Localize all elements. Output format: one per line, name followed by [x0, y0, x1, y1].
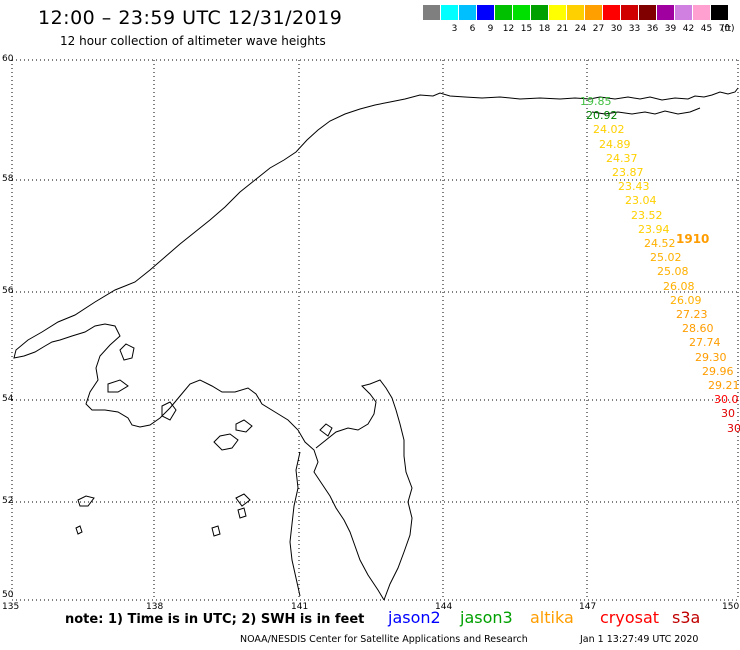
scale-swatch — [459, 5, 476, 20]
lat-label-56: 56 — [2, 286, 14, 296]
scale-swatch — [423, 5, 440, 20]
scale-tick-label: 9 — [487, 24, 494, 34]
swh-value-label: 25.02 — [650, 251, 682, 264]
scale-tick-label: 3 — [451, 24, 458, 34]
swh-value-label: 24.37 — [606, 152, 638, 165]
map-frame — [11, 59, 739, 601]
coastline — [13, 87, 739, 601]
scale-tick-label: 39 — [664, 24, 677, 34]
scale-swatch — [693, 5, 710, 20]
scale-swatch — [477, 5, 494, 20]
lon-label-147: 147 — [579, 602, 597, 612]
swh-value-label: 27.23 — [676, 308, 708, 321]
swh-value-label: 25.08 — [657, 265, 689, 278]
scale-swatch — [549, 5, 566, 20]
lon-label-138: 138 — [146, 602, 164, 612]
scale-tick-label: 18 — [538, 24, 551, 34]
swh-value-label: 24.89 — [599, 138, 631, 151]
scale-tick-label: 24 — [574, 24, 587, 34]
scale-swatch — [657, 5, 674, 20]
scale-unit-label: (ft) — [721, 24, 735, 34]
scale-tick-label: 42 — [682, 24, 695, 34]
wave-height-color-scale: 3 6 9 12 15 18 21 24 27 30 33 36 39 42 45 70 (ft) — [423, 5, 735, 35]
credit-text: NOAA/NESDIS Center for Satellite Applica… — [240, 634, 528, 645]
scale-tick-label: 45 — [700, 24, 713, 34]
scale-swatch — [531, 5, 548, 20]
swh-value-label: 20.92 — [586, 109, 618, 122]
map-subtitle: 12 hour collection of altimeter wave hei… — [60, 34, 326, 48]
lat-label-58: 58 — [2, 174, 14, 184]
swh-value-label: 29.30 — [695, 351, 727, 364]
lat-label-54: 54 — [2, 394, 14, 404]
scale-tick-label: 6 — [469, 24, 476, 34]
swh-value-label: 23.04 — [625, 194, 657, 207]
legend-jason2: jason2 — [388, 608, 441, 627]
scale-swatch — [495, 5, 512, 20]
legend-altika: altika — [530, 608, 574, 627]
scale-tick-label: 12 — [502, 24, 515, 34]
lat-label-52: 52 — [2, 496, 14, 506]
scale-tick-label: 36 — [646, 24, 659, 34]
swh-value-label: 23.87 — [612, 166, 644, 179]
swh-value-label: 29.21 — [708, 379, 740, 392]
scale-tick-label: 21 — [556, 24, 569, 34]
legend-cryosat: cryosat — [600, 608, 660, 627]
scale-swatch — [513, 5, 530, 20]
scale-tick-label: 27 — [592, 24, 605, 34]
scale-tick-label: 33 — [628, 24, 641, 34]
lon-label-144: 144 — [435, 602, 453, 612]
lon-label-141: 141 — [291, 602, 309, 612]
scale-swatch — [675, 5, 692, 20]
graticule — [12, 60, 738, 600]
scale-swatch — [585, 5, 602, 20]
swh-value-label: 24.52 — [644, 237, 676, 250]
map-title: 12:00 – 23:59 UTC 12/31/2019 — [38, 7, 343, 29]
lon-label-150: 150 — [722, 602, 740, 612]
scale-swatch — [567, 5, 584, 20]
swh-value-label: 23.52 — [631, 209, 663, 222]
scale-tick-label: 15 — [520, 24, 533, 34]
scale-swatch — [711, 5, 728, 20]
lon-label-135: 135 — [2, 602, 20, 612]
scale-tick-label: 30 — [610, 24, 623, 34]
legend-jason3: jason3 — [460, 608, 513, 627]
swh-value-label: 26.08 — [663, 280, 695, 293]
scale-swatch — [603, 5, 620, 20]
swh-value-label: 24.02 — [593, 123, 625, 136]
swh-value-label: 19.85 — [580, 95, 612, 108]
swh-value-label: 30 — [721, 407, 735, 420]
scale-swatch — [639, 5, 656, 20]
scale-tick-label: 70 — [718, 24, 731, 34]
lat-label-60: 60 — [2, 54, 14, 64]
swh-value-label: 30.0 — [714, 393, 739, 406]
swh-value-label: 23.43 — [618, 180, 650, 193]
swh-value-label: 26.09 — [670, 294, 702, 307]
swh-value-label: 23.94 — [638, 223, 670, 236]
scale-swatch — [441, 5, 458, 20]
swh-value-label: 29.96 — [702, 365, 734, 378]
generation-timestamp: Jan 1 13:27:49 UTC 2020 — [580, 634, 699, 645]
legend-s3a: s3a — [672, 608, 701, 627]
satellite-pass-id: 1910 — [676, 232, 710, 246]
swh-value-label: 28.60 — [682, 322, 714, 335]
footnote: note: 1) Time is in UTC; 2) SWH is in fe… — [65, 612, 365, 627]
swh-value-label: 30 — [727, 422, 740, 435]
lat-label-50: 50 — [2, 590, 14, 600]
scale-swatch — [621, 5, 638, 20]
swh-value-label: 27.74 — [689, 336, 721, 349]
